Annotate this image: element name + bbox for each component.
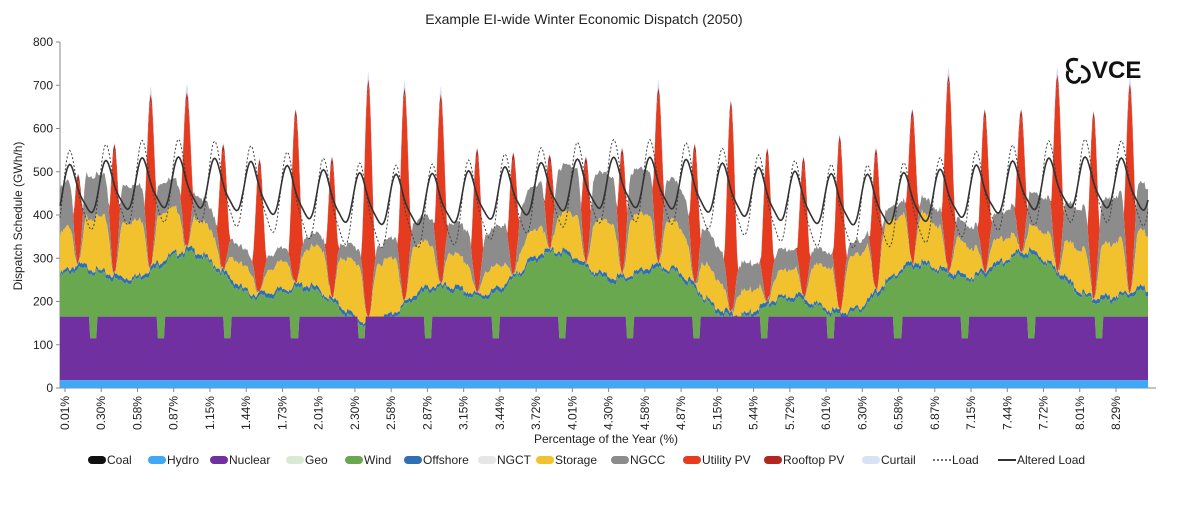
series-area-offshore — [60, 245, 1148, 329]
legend-swatch — [862, 456, 880, 464]
legend-label: Storage — [555, 453, 597, 467]
x-tick-label: 4.58% — [638, 396, 652, 430]
legend-item-nuclear: Nuclear — [210, 453, 270, 467]
legend: Coal Hydro Nuclear Geo Wind Offshore NGCT Stora… — [88, 453, 1085, 467]
legend-label: NGCC — [630, 453, 666, 467]
legend-item-geo: Geo — [286, 453, 328, 467]
x-tick-label: 8.01% — [1073, 396, 1087, 430]
legend-label: Load — [952, 453, 979, 467]
y-axis-ticks: 0 100 200 300 400 500 600 700 800 — [33, 35, 60, 395]
vce-logo: VCE — [1065, 57, 1141, 84]
legend-item-load: Load — [933, 453, 979, 467]
x-tick-label: 7.72% — [1037, 396, 1051, 430]
legend-item-altered-load: Altered Load — [998, 453, 1085, 467]
series-line-load — [59, 138, 1149, 249]
x-tick-label: 2.87% — [420, 396, 434, 430]
y-tick-label: 800 — [33, 35, 53, 49]
series-area-nuclear — [60, 316, 1148, 381]
x-tick-label: 1.44% — [239, 396, 253, 430]
legend-label: Geo — [305, 453, 328, 467]
x-tick-label: 6.87% — [928, 396, 942, 430]
legend-label: Hydro — [167, 453, 199, 467]
x-tick-label: 0.58% — [130, 396, 144, 430]
x-tick-label: 1.15% — [203, 396, 217, 430]
series-area-utility-pv — [60, 80, 1148, 318]
legend-label: Coal — [107, 453, 132, 467]
x-tick-label: 6.30% — [855, 396, 869, 430]
legend-swatch — [764, 456, 782, 464]
legend-item-ngct: NGCT — [478, 453, 532, 467]
x-tick-label: 6.01% — [819, 396, 833, 430]
legend-label: Altered Load — [1017, 453, 1085, 467]
legend-swatch — [536, 456, 554, 464]
logo-text: VCE — [1092, 57, 1141, 84]
x-axis-ticks: 0.01% 0.30% 0.58% 0.87% 1.15% 1.44% 1.73% 2.01%… — [58, 388, 1123, 430]
legend-item-wind: Wind — [345, 453, 391, 467]
x-tick-label: 2.01% — [312, 396, 326, 430]
legend-label: NGCT — [497, 453, 532, 467]
legend-swatch — [210, 456, 228, 464]
legend-item-offshore: Offshore — [404, 453, 469, 467]
x-tick-label: 3.15% — [457, 396, 471, 430]
legend-label: Curtail — [881, 453, 916, 467]
legend-label: Rooftop PV — [783, 453, 844, 467]
legend-item-storage: Storage — [536, 453, 597, 467]
x-tick-label: 5.44% — [747, 396, 761, 430]
series-area-wind — [60, 249, 1148, 339]
legend-swatch — [286, 456, 304, 464]
x-tick-label: 5.72% — [783, 396, 797, 430]
chart-title: Example EI-wide Winter Economic Dispatch… — [425, 11, 742, 27]
x-tick-label: 7.15% — [964, 396, 978, 430]
legend-swatch — [683, 456, 701, 464]
x-tick-label: 2.58% — [384, 396, 398, 430]
legend-label: Wind — [364, 453, 391, 467]
x-tick-label: 3.72% — [529, 396, 543, 430]
x-tick-label: 1.73% — [275, 396, 289, 430]
legend-label: Utility PV — [702, 453, 751, 467]
x-tick-label: 4.30% — [602, 396, 616, 430]
legend-label: Nuclear — [229, 453, 270, 467]
legend-label: Offshore — [423, 453, 469, 467]
x-tick-label: 6.58% — [892, 396, 906, 430]
plot-area — [59, 42, 1156, 389]
legend-swatch — [345, 456, 363, 464]
x-tick-label: 5.15% — [710, 396, 724, 430]
legend-swatch — [478, 456, 496, 464]
legend-item-hydro: Hydro — [148, 453, 199, 467]
x-axis-label: Percentage of the Year (%) — [534, 432, 678, 446]
y-tick-label: 300 — [33, 251, 53, 265]
legend-item-ngcc: NGCC — [611, 453, 666, 467]
y-tick-label: 500 — [33, 165, 53, 179]
legend-swatch — [611, 456, 629, 464]
swirl-icon — [1065, 57, 1091, 84]
x-tick-label: 3.44% — [493, 396, 507, 430]
series-area-hydro — [60, 380, 1148, 388]
x-tick-label: 2.30% — [348, 396, 362, 430]
legend-item-rooftop-pv: Rooftop PV — [764, 453, 844, 467]
x-tick-label: 4.87% — [674, 396, 688, 430]
x-tick-label: 0.30% — [94, 396, 108, 430]
x-tick-label: 4.01% — [565, 396, 579, 430]
y-axis-label: Dispatch Schedule (GWh/h) — [11, 142, 25, 291]
x-tick-label: 8.29% — [1109, 396, 1123, 430]
x-tick-label: 7.44% — [1000, 396, 1014, 430]
legend-swatch — [148, 456, 166, 464]
y-tick-label: 200 — [33, 295, 53, 309]
x-tick-label: 0.87% — [167, 396, 181, 430]
legend-item-curtail: Curtail — [862, 453, 916, 467]
legend-item-utility-pv: Utility PV — [683, 453, 751, 467]
y-tick-label: 700 — [33, 78, 53, 92]
legend-swatch — [404, 456, 422, 464]
y-tick-label: 100 — [33, 338, 53, 352]
series-line-altered-load — [59, 156, 1149, 226]
y-tick-label: 400 — [33, 208, 53, 222]
y-tick-label: 0 — [46, 381, 53, 395]
y-tick-label: 600 — [33, 122, 53, 136]
legend-item-coal: Coal — [88, 453, 132, 467]
series-area-storage — [60, 205, 1148, 325]
legend-swatch — [88, 456, 106, 464]
x-tick-label: 0.01% — [58, 396, 72, 430]
